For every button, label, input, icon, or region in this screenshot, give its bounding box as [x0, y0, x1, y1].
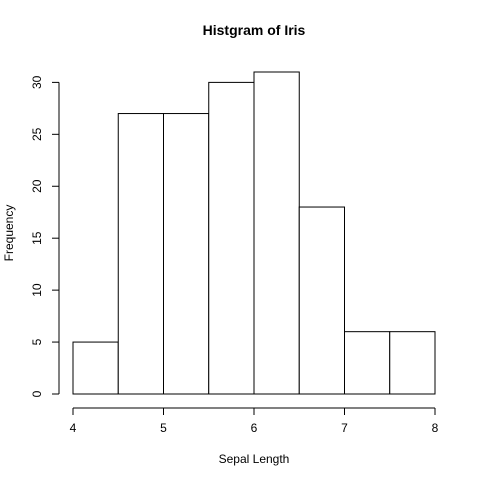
chart-title: Histgram of Iris: [203, 22, 306, 38]
y-tick-label-6: 30: [30, 75, 44, 89]
y-tick-label-1: 5: [30, 338, 44, 345]
x-tick-label-2: 6: [251, 421, 258, 435]
histogram-bar-4: [253, 71, 300, 395]
x-axis: 4 5 6 7 8: [70, 407, 439, 435]
histogram-bar-1: [117, 113, 164, 395]
x-tick-label-4: 8: [432, 421, 439, 435]
y-tick-label-3: 15: [30, 231, 44, 245]
histogram-bar-2: [163, 113, 210, 395]
y-axis-label: Frequency: [2, 205, 16, 262]
y-tick-label-2: 10: [30, 283, 44, 297]
histogram-bar-7: [389, 331, 436, 395]
histogram-bar-0: [72, 341, 119, 395]
x-tick-label-0: 4: [70, 421, 77, 435]
y-axis: 0 5 10 15 20 25 30: [30, 75, 60, 397]
x-axis-label: Sepal Length: [219, 452, 290, 466]
x-tick-label-3: 7: [341, 421, 348, 435]
y-tick-label-0: 0: [30, 390, 44, 397]
y-tick-label-4: 20: [30, 179, 44, 193]
histogram-bar-6: [344, 331, 391, 395]
x-tick-label-1: 5: [160, 421, 167, 435]
histogram-bar-5: [298, 206, 345, 395]
histogram-bar-3: [208, 81, 255, 395]
y-tick-label-5: 25: [30, 127, 44, 141]
histogram-bars: [72, 71, 436, 395]
